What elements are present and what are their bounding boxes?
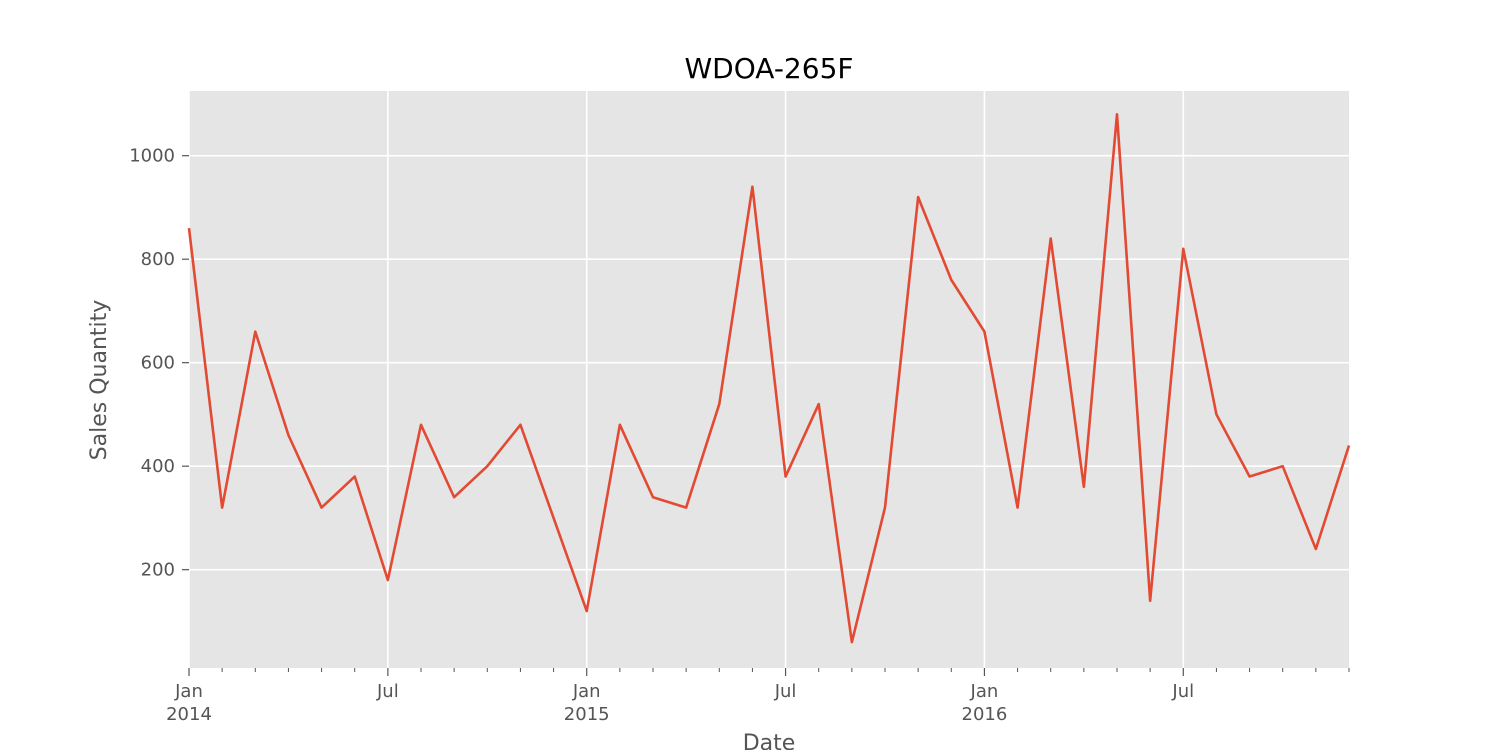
x-tick-year-label: 2014 — [166, 704, 212, 725]
y-tick-label: 200 — [141, 560, 175, 581]
series-layer — [187, 112, 1351, 644]
plot-background — [189, 91, 1349, 668]
x-tick-label: Jul — [774, 681, 797, 702]
x-tick-label: Jul — [1171, 681, 1194, 702]
y-axis-label: Sales Quantity — [87, 300, 112, 461]
y-tick-label: 600 — [141, 353, 175, 374]
x-tick-label: Jan — [572, 681, 601, 702]
y-tick-label: 400 — [141, 456, 175, 477]
y-tick-label: 1000 — [129, 146, 175, 167]
x-tick-label: Jul — [376, 681, 399, 702]
chart-title: WDOA-265F — [685, 52, 854, 85]
y-axis-ticks: 200 400 600 800 1000 — [129, 146, 189, 581]
x-tick-year-label: 2016 — [962, 704, 1008, 725]
x-tick-label: Jan — [970, 681, 999, 702]
x-tick-label: Jan — [174, 681, 203, 702]
grid-lines — [188, 91, 1349, 668]
series-line — [187, 112, 1351, 644]
x-axis-label: Date — [743, 731, 796, 750]
x-tick-year-label: 2015 — [564, 704, 610, 725]
y-tick-label: 800 — [141, 249, 175, 270]
